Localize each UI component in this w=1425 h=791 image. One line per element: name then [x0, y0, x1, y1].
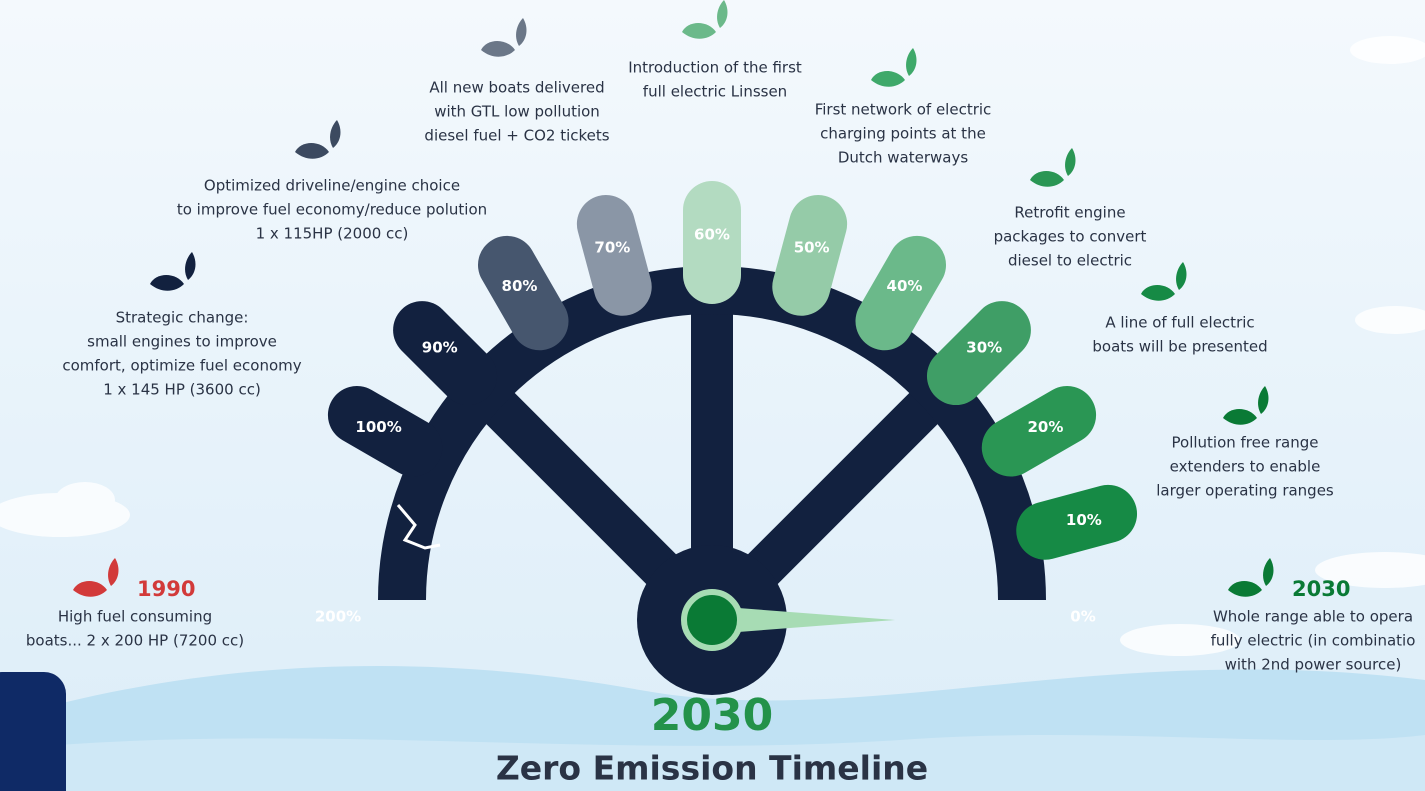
milestone-text: Retrofit engine: [1014, 204, 1125, 222]
infographic: 100% 90% 80% 70% 60% 50% 40% 30% 20% 10% 200% 0% 19…: [0, 0, 1425, 791]
milestone-text: Pollution free range: [1172, 434, 1319, 452]
milestone-text: diesel to electric: [1008, 252, 1132, 270]
spoke-label: 60%: [694, 226, 730, 244]
milestone-text: to improve fuel economy/reduce polution: [177, 201, 487, 219]
milestone-text: fully electric (in combinatio: [1211, 632, 1416, 650]
spoke-label: 50%: [794, 239, 830, 257]
spoke-label: 100%: [355, 418, 401, 436]
milestone-text: charging points at the: [820, 125, 986, 143]
spoke-label: 20%: [1027, 418, 1063, 436]
milestone-text: larger operating ranges: [1156, 482, 1334, 500]
milestone-text: boats... 2 x 200 HP (7200 cc): [26, 632, 244, 650]
spoke-label: 90%: [422, 338, 458, 356]
milestone-text: All new boats delivered: [429, 79, 604, 97]
title: 2030: [651, 690, 773, 741]
milestone-text: comfort, optimize fuel economy: [62, 357, 301, 375]
milestone-text: with 2nd power source): [1225, 656, 1402, 674]
spoke-label: 80%: [502, 277, 538, 295]
spoke-label: 10%: [1066, 511, 1102, 529]
corner-block: [0, 672, 66, 791]
milestone-text: Introduction of the first: [628, 59, 802, 77]
milestone-text: Optimized driveline/engine choice: [204, 177, 460, 195]
milestone-text: packages to convert: [994, 228, 1147, 246]
milestone-text: Dutch waterways: [838, 149, 969, 167]
milestone-text: boats will be presented: [1092, 338, 1267, 356]
milestone-text: 1 x 115HP (2000 cc): [256, 225, 409, 243]
spoke-label: 0%: [1070, 608, 1095, 626]
spoke-label: 40%: [887, 277, 923, 295]
milestone-year: 1990: [137, 577, 195, 601]
milestone-text: A line of full electric: [1105, 314, 1254, 332]
milestone-text: Whole range able to opera: [1213, 608, 1413, 626]
spoke-label: 200%: [315, 608, 361, 626]
spoke-label: 30%: [966, 338, 1002, 356]
milestone-text: 1 x 145 HP (3600 cc): [103, 381, 261, 399]
subtitle: Zero Emission Timeline: [496, 749, 928, 788]
hub-center: [684, 592, 740, 648]
milestone-text: diesel fuel + CO2 tickets: [424, 127, 609, 145]
milestone-text: Strategic change:: [116, 309, 249, 327]
milestone-text: small engines to improve: [87, 333, 277, 351]
milestone-text: full electric Linssen: [643, 83, 787, 101]
milestone-text: with GTL low pollution: [434, 103, 600, 121]
milestone-text: extenders to enable: [1170, 458, 1321, 476]
milestone-text: High fuel consuming: [58, 608, 212, 626]
spoke-label: 70%: [594, 239, 630, 257]
milestone-text: First network of electric: [815, 101, 992, 119]
milestone-year: 2030: [1292, 577, 1350, 601]
